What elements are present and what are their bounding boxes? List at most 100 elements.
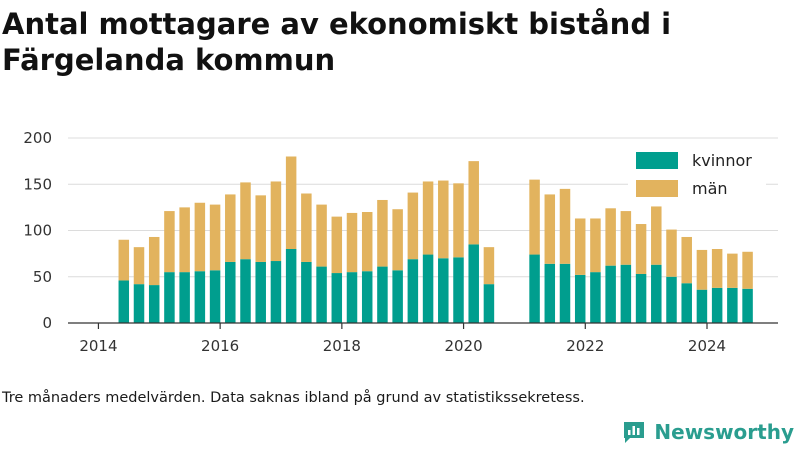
legend: kvinnor män: [628, 148, 766, 206]
bar-man: [194, 202, 206, 272]
bar-kvinnor: [179, 272, 190, 323]
bar-kvinnor: [164, 272, 175, 323]
bar-kvinnor: [666, 276, 677, 323]
bar-kvinnor: [635, 273, 647, 323]
y-tick-label: 100: [23, 222, 52, 240]
bar-kvinnor: [438, 258, 449, 323]
bars: [118, 156, 753, 323]
bar-man: [179, 207, 190, 273]
bar-man: [529, 179, 540, 255]
bar-man: [316, 204, 327, 267]
legend-label-man: män: [692, 179, 728, 198]
bar-kvinnor: [742, 288, 753, 323]
bar-kvinnor: [544, 263, 556, 323]
x-tick-label: 2016: [201, 337, 239, 355]
x-tick-label: 2022: [566, 337, 604, 355]
bar-man: [377, 199, 388, 267]
bar-man: [635, 224, 647, 274]
bar-kvinnor: [209, 270, 221, 323]
bar-man: [148, 236, 160, 286]
bar-man: [483, 247, 495, 285]
bar-man: [209, 204, 221, 271]
bar-man: [711, 249, 723, 288]
bar-man: [468, 161, 479, 245]
bar-kvinnor: [711, 287, 723, 323]
y-tick-label: 50: [33, 268, 52, 286]
bar-kvinnor: [148, 285, 160, 323]
bar-kvinnor: [133, 284, 145, 323]
y-tick-label: 0: [42, 314, 52, 332]
bar-man: [727, 253, 738, 288]
bar-kvinnor: [301, 261, 312, 323]
bar-kvinnor: [651, 264, 662, 323]
y-axis-ticks: 0 50 100 150 200: [23, 129, 52, 332]
bar-man: [559, 188, 571, 264]
bar-kvinnor: [696, 289, 708, 323]
chart-caption: Tre månaders medelvärden. Data saknas ib…: [2, 390, 585, 406]
bar-kvinnor: [727, 287, 738, 323]
brand-logo[interactable]: Newsworthy: [622, 420, 794, 444]
bar-man: [407, 192, 419, 260]
legend-swatch-man: [636, 180, 678, 197]
bar-man: [544, 194, 556, 264]
bar-kvinnor: [620, 264, 632, 323]
bar-man: [453, 183, 464, 258]
bar-kvinnor: [285, 249, 297, 323]
bar-kvinnor: [422, 254, 434, 323]
bar-man: [696, 249, 708, 290]
bar-man: [620, 211, 632, 265]
bar-kvinnor: [346, 272, 358, 323]
x-tick-label: 2018: [323, 337, 361, 355]
bar-kvinnor: [392, 270, 403, 323]
bar-man: [651, 206, 662, 265]
bar-kvinnor: [574, 274, 586, 323]
legend-label-kvinnor: kvinnor: [692, 151, 752, 170]
bar-kvinnor: [316, 266, 327, 323]
x-tick-label: 2014: [79, 337, 117, 355]
bar-kvinnor: [681, 283, 692, 323]
bar-man: [270, 181, 282, 262]
newsworthy-logo-icon: [624, 422, 645, 443]
bar-kvinnor: [453, 257, 464, 323]
bar-kvinnor: [605, 265, 616, 323]
legend-swatch-kvinnor: [636, 152, 678, 169]
y-tick-label: 150: [23, 175, 52, 193]
chart-title: Antal mottagare av ekonomiskt bistånd i …: [2, 7, 672, 77]
bar-man: [438, 180, 449, 259]
bar-man: [118, 239, 130, 281]
y-tick-label: 200: [23, 129, 52, 147]
bar-man: [225, 194, 236, 262]
bar-man: [392, 209, 403, 271]
bar-kvinnor: [255, 261, 266, 323]
x-tick-label: 2020: [444, 337, 482, 355]
bar-man: [681, 236, 692, 284]
bar-kvinnor: [377, 266, 388, 323]
bar-man: [164, 211, 175, 273]
bar-kvinnor: [331, 273, 343, 323]
x-axis: 2014 2016 2018 2020 2022 2024: [68, 322, 778, 355]
x-tick-label: 2024: [688, 337, 726, 355]
bar-kvinnor: [407, 259, 419, 323]
bar-man: [346, 212, 358, 273]
bar-man: [574, 218, 586, 275]
bar-man: [361, 212, 373, 272]
bar-man: [301, 193, 312, 262]
bar-man: [133, 247, 145, 285]
bar-kvinnor: [225, 261, 236, 323]
bar-man: [605, 208, 616, 266]
bar-man: [255, 195, 266, 262]
brand-name: Newsworthy: [654, 420, 794, 444]
bar-kvinnor: [559, 263, 571, 323]
bar-kvinnor: [483, 284, 495, 323]
bar-kvinnor: [118, 280, 130, 323]
bar-kvinnor: [590, 272, 601, 323]
bar-kvinnor: [361, 271, 373, 323]
bar-kvinnor: [529, 254, 540, 323]
bar-man: [240, 182, 251, 260]
bar-man: [590, 218, 601, 273]
bar-kvinnor: [270, 261, 282, 323]
bar-kvinnor: [194, 271, 206, 323]
bar-man: [422, 181, 434, 255]
bar-kvinnor: [468, 244, 479, 323]
bar-man: [666, 229, 677, 277]
